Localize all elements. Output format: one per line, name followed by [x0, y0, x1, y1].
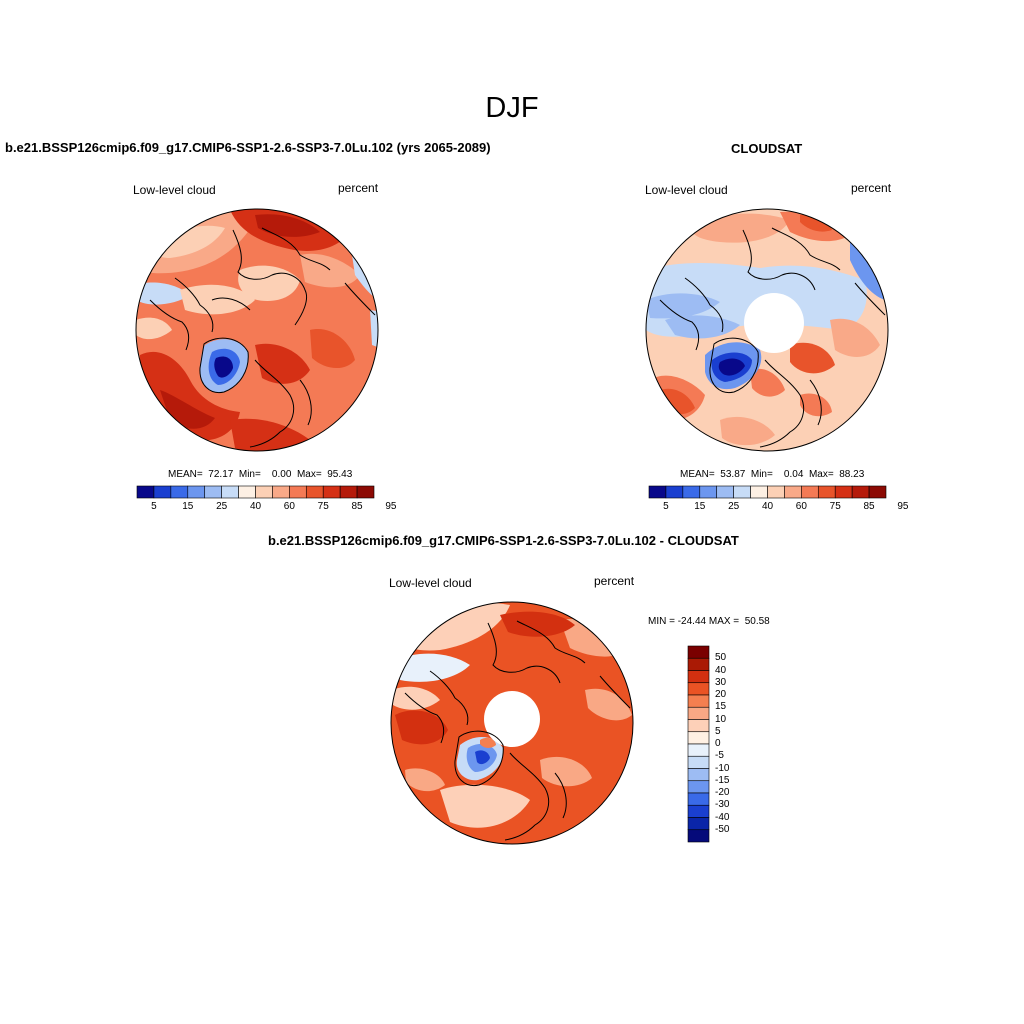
panel-diff-colorbar-tick-label: -20 — [715, 787, 730, 798]
panel-diff-colorbar-swatch — [687, 719, 710, 733]
panel-obs-colorbar-swatch — [665, 485, 684, 499]
panel-diff-colorbar-swatch — [687, 694, 710, 708]
panel-model-colorbar-tick-label: 40 — [249, 501, 262, 512]
panel-model-title: b.e21.BSSP126cmip6.f09_g17.CMIP6-SSP1-2.… — [5, 140, 491, 155]
panel-model-colorbar-swatch — [356, 485, 375, 499]
panel-model-colorbar-tick-label: 60 — [283, 501, 295, 512]
panel-diff-colorbar-tick-label: 15 — [715, 701, 727, 713]
panel-diff-colorbar-swatch — [687, 682, 710, 696]
panel-diff-colorbar-tick-label: -15 — [715, 774, 730, 786]
panel-model-colorbar-tick-label: 75 — [317, 501, 329, 512]
panel-obs-colorbar-swatch — [648, 485, 667, 499]
panel-model-units-label: percent — [338, 181, 379, 195]
panel-obs-colorbar-swatch — [682, 485, 701, 499]
panel-model-stats: MEAN= 72.17 Min= 0.00 Max= 95.43 — [168, 469, 353, 480]
panel-model-colorbar-swatch — [305, 485, 324, 499]
panel-model-colorbar-swatch — [238, 485, 256, 499]
panel-obs-colorbar-swatch — [767, 485, 785, 499]
panel-diff-colorbar-swatch — [687, 817, 710, 831]
panel-obs-colorbar-swatch — [750, 485, 768, 499]
panel-diff-colorbar-tick-label: -10 — [715, 762, 730, 774]
panel-diff-colorbar-tick-label: 5 — [715, 725, 721, 737]
panel-model-colorbar-swatch — [339, 485, 358, 499]
panel-diff-colorbar-tick-label: 20 — [715, 689, 727, 700]
panel-obs-colorbar-tick-label: 85 — [863, 501, 875, 512]
panel-model-colorbar-swatch — [136, 485, 155, 499]
panel-model-colorbar — [136, 485, 375, 499]
panel-obs-map — [646, 209, 888, 451]
panel-obs-colorbar-tick-label: 40 — [761, 501, 774, 512]
panel-model-colorbar-swatch — [153, 485, 172, 499]
panel-obs-colorbar-tick-label: 75 — [829, 501, 841, 512]
panel-diff-colorbar-tick-label: 10 — [715, 713, 727, 725]
panel-diff-colorbar-swatch — [687, 743, 710, 757]
panel-model-colorbar-tick-label: 5 — [151, 501, 157, 512]
panel-obs-variable-label: Low-level cloud — [645, 183, 728, 197]
panel-obs-colorbar-swatch — [868, 485, 887, 499]
panel-diff-colorbar — [687, 645, 710, 843]
panel-diff-colorbar-swatch — [687, 755, 710, 769]
panel-obs-colorbar-swatch — [834, 485, 853, 499]
panel-model-variable-label: Low-level cloud — [133, 183, 216, 197]
panel-diff-colorbar-swatch — [687, 804, 710, 818]
panel-obs-units-label: percent — [851, 181, 892, 195]
panel-obs-colorbar-tick-label: 95 — [897, 501, 909, 512]
panel-model-colorbar-tick-label: 25 — [216, 501, 228, 512]
panel-model-colorbar-tick-label: 15 — [182, 501, 194, 512]
panel-diff-stats: MIN = -24.44 MAX = 50.58 — [648, 616, 770, 627]
figure-title: DJF — [485, 92, 539, 124]
panel-obs-title: CLOUDSAT — [731, 141, 803, 156]
panel-obs-colorbar — [648, 485, 887, 499]
panel-diff-colorbar-swatch — [687, 731, 710, 745]
panel-diff-colorbar-tick-label: -50 — [715, 823, 730, 835]
panel-diff-colorbar-swatch — [687, 706, 710, 720]
panel-diff-title: b.e21.BSSP126cmip6.f09_g17.CMIP6-SSP1-2.… — [268, 533, 739, 548]
panel-diff-map — [391, 602, 633, 844]
panel-obs-colorbar-swatch — [716, 485, 734, 499]
panel-diff-colorbar-swatch — [687, 645, 710, 659]
panel-diff-colorbar-swatch — [687, 780, 710, 794]
panel-obs-colorbar-tick-label: 60 — [795, 501, 807, 512]
panel-diff-colorbar-tick-label: 50 — [715, 652, 727, 664]
panel-model-map-border — [135, 208, 379, 452]
panel-model-colorbar-swatch — [255, 485, 273, 499]
panel-diff-colorbar-tick-label: 0 — [715, 738, 721, 749]
panel-model-colorbar-swatch — [221, 485, 239, 499]
panel-model-colorbar-swatch — [170, 485, 189, 499]
panel-model-colorbar-swatch — [322, 485, 341, 499]
panel-obs-map-border — [645, 208, 889, 452]
panel-diff-colorbar-tick-label: -30 — [715, 799, 730, 811]
panel-model-colorbar-swatch — [272, 485, 290, 499]
panel-diff-colorbar-swatch — [687, 792, 710, 806]
panel-model-colorbar-swatch — [187, 485, 206, 499]
panel-obs-colorbar-tick-label: 15 — [694, 501, 706, 512]
panel-diff-colorbar-swatch — [687, 670, 710, 684]
panel-model-colorbar-swatch — [204, 485, 222, 499]
panel-obs-colorbar-swatch — [784, 485, 802, 499]
panel-obs-stats: MEAN= 53.87 Min= 0.04 Max= 88.23 — [680, 469, 865, 480]
panel-obs-colorbar-swatch — [851, 485, 870, 499]
panel-model-colorbar-tick-label: 85 — [351, 501, 363, 512]
panel-model-colorbar-swatch — [289, 485, 307, 499]
panel-diff-colorbar-tick-label: 40 — [715, 664, 727, 676]
panel-diff-colorbar-swatch — [687, 768, 710, 782]
panel-obs-colorbar-swatch — [733, 485, 751, 499]
panel-diff-colorbar-swatch — [687, 829, 710, 843]
panel-diff-colorbar-tick-label: -40 — [715, 811, 730, 823]
panel-diff-map-border — [390, 601, 634, 845]
panel-diff-variable-label: Low-level cloud — [389, 576, 472, 590]
panel-model-map — [136, 209, 378, 451]
panel-obs-colorbar-swatch — [699, 485, 718, 499]
panel-obs-colorbar-tick-label: 25 — [728, 501, 740, 512]
panel-obs-colorbar-swatch — [801, 485, 819, 499]
panel-model-colorbar-tick-label: 95 — [385, 501, 397, 512]
panel-diff-colorbar-tick-label: -5 — [715, 750, 724, 762]
panel-diff-colorbar-tick-label: 30 — [715, 676, 727, 688]
panel-obs-colorbar-tick-label: 5 — [663, 501, 669, 512]
panel-diff-colorbar-swatch — [687, 657, 710, 671]
panel-obs-colorbar-swatch — [817, 485, 836, 499]
panel-diff-units-label: percent — [594, 574, 635, 588]
